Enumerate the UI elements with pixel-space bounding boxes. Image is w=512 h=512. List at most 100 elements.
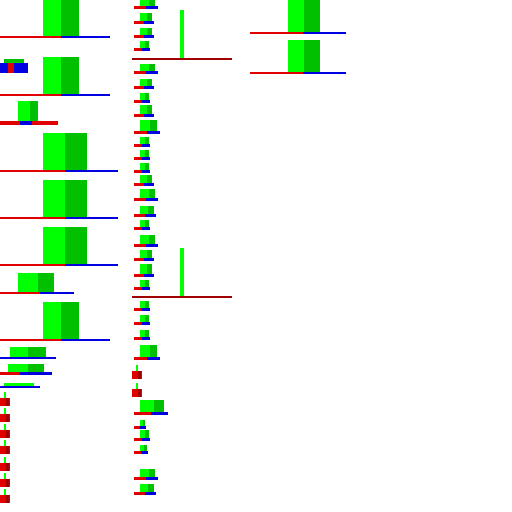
small-glyph [134,430,150,442]
baseline-blue [64,217,118,219]
baseline-red [134,35,144,38]
baseline-blue [60,94,110,96]
bar-light [140,264,147,274]
baseline-blue [60,36,110,38]
bar-column-glyph [250,0,346,34]
bar-dark [145,280,149,287]
tick-glyph [0,408,12,422]
spike-glyph [132,248,232,298]
bar-dark [149,0,156,6]
baseline-blue [142,157,150,160]
tick-top [4,440,6,446]
bar-light [140,430,145,438]
bar-light [43,302,61,339]
bar-light [140,250,147,258]
small-glyph [134,189,158,202]
bar-column-glyph [0,364,54,376]
baseline-blue [146,71,158,74]
tick-body [0,414,10,422]
baseline-red [134,86,144,89]
baseline-red [134,412,151,415]
tick-glyph [0,473,12,487]
bar-dark [147,105,152,114]
baseline-blue [147,131,160,134]
segment [0,357,56,359]
bar-dark [147,175,152,183]
bar-dark [145,430,149,438]
baseline-blue [146,6,158,9]
baseline-red [134,274,144,277]
baseline-blue [144,21,154,24]
bar-column-glyph [0,180,118,219]
bar-dark [145,163,149,170]
baseline-blue [142,100,150,103]
bar-dark [304,40,320,72]
small-glyph [134,105,154,118]
baseline-red [134,337,142,340]
bar-dark [61,57,79,94]
segment [10,347,28,357]
small-glyph [134,137,150,148]
baseline-red [134,244,146,247]
small-glyph [134,150,150,161]
baseline-blue [146,198,158,201]
bar-dark [144,445,147,451]
baseline-blue [142,322,150,325]
baseline-blue [142,287,150,290]
bar-dark [145,301,149,308]
small-glyph [134,41,150,52]
tick-top [136,365,138,371]
tick-top [4,489,6,495]
segment [40,292,74,294]
small-glyph [134,235,158,248]
bar-dark [149,235,156,244]
small-glyph [134,220,150,231]
bar-dark [65,133,87,170]
baseline-red [134,258,144,261]
baseline-blue [144,258,154,261]
bar-light [140,189,149,198]
small-glyph [134,28,154,39]
baseline-red [134,426,140,429]
mixed-glyph [0,59,30,73]
bar-light [140,301,145,308]
baseline-red [0,36,61,38]
baseline-blue [140,426,146,429]
bar-light [288,40,304,72]
segment [38,273,54,292]
baseline-blue [142,337,150,340]
baseline-red [134,198,146,201]
segment [8,63,14,73]
bar-light [140,120,150,131]
baseline-blue [142,308,150,311]
bar-light [43,180,65,217]
bar-light [140,163,145,170]
baseline-red [134,157,142,160]
baseline [132,296,232,298]
small-glyph [134,79,154,90]
baseline-blue [146,244,158,247]
baseline-blue [142,170,150,173]
bar-column-glyph [0,57,110,96]
bar-light [140,41,145,48]
bar-dark [147,264,152,274]
bar-column-glyph [0,383,42,389]
tick-top [4,408,6,414]
spike [180,248,184,296]
small-glyph [134,400,168,416]
baseline-blue [64,170,118,172]
spike-glyph [132,10,232,60]
bar-dark [61,0,79,36]
tick-body [0,398,10,406]
bar-dark [145,150,149,157]
baseline-red [134,183,144,186]
bar-light [140,150,145,157]
bar-dark [147,79,152,86]
segment [18,101,30,121]
bar-dark [150,345,157,357]
baseline-red [134,451,141,454]
bar-light [140,280,145,287]
bar-light [140,28,147,35]
baseline-red [134,144,142,147]
segment [0,292,40,294]
